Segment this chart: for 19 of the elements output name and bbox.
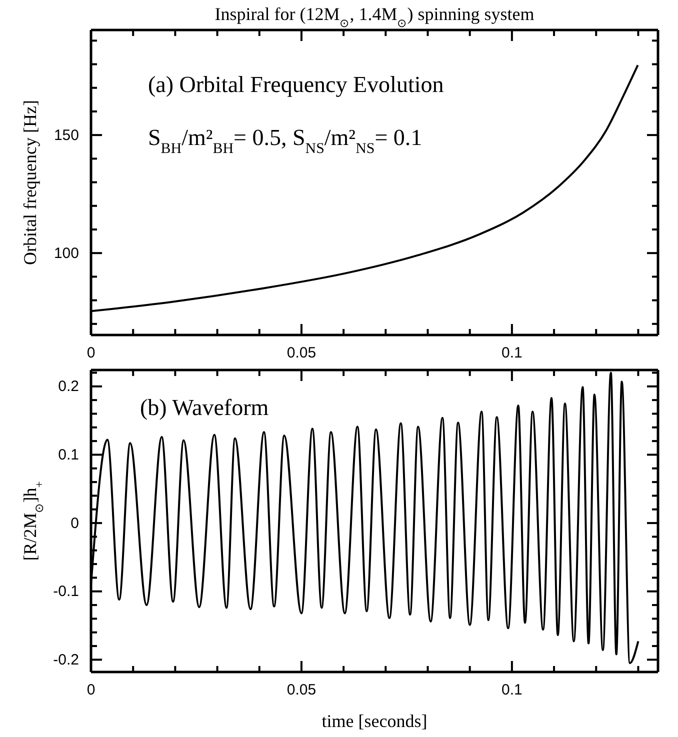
x-tick-label: 0 bbox=[86, 682, 96, 699]
annotation: (a) Orbital Frequency Evolution bbox=[148, 72, 444, 97]
y-tick-label: -0.1 bbox=[53, 583, 79, 600]
annotation: (b) Waveform bbox=[140, 395, 269, 420]
x-tick-label: 0.1 bbox=[502, 682, 522, 699]
x-axis-title: time [seconds] bbox=[322, 711, 428, 731]
text: S$_{BH}$/m²$_{BH}$= 0.5, S$_{NS}$/m²$_{NS}$= 0.1 bbox=[148, 125, 422, 157]
x-tick-label: 0.1 bbox=[502, 344, 522, 362]
y-tick-label: 0.2 bbox=[58, 378, 79, 396]
x-tick-label: 0.05 bbox=[286, 344, 316, 362]
y-tick-label: 150 bbox=[54, 126, 79, 144]
y-tick-label: -0.2 bbox=[53, 652, 79, 668]
x-tick-label: 0.05 bbox=[286, 682, 316, 699]
y-axis-title: Orbital frequency [Hz] bbox=[20, 100, 40, 265]
y-tick-label: 100 bbox=[54, 244, 79, 262]
y-tick-label: 0 bbox=[70, 514, 79, 532]
x-tick-label: 0 bbox=[86, 344, 96, 362]
chart-title: Inspiral for (12M$_{⊙}$, 1.4M$_{⊙}$) spinning system bbox=[214, 4, 534, 30]
y-tick-label: 0.1 bbox=[58, 446, 79, 464]
